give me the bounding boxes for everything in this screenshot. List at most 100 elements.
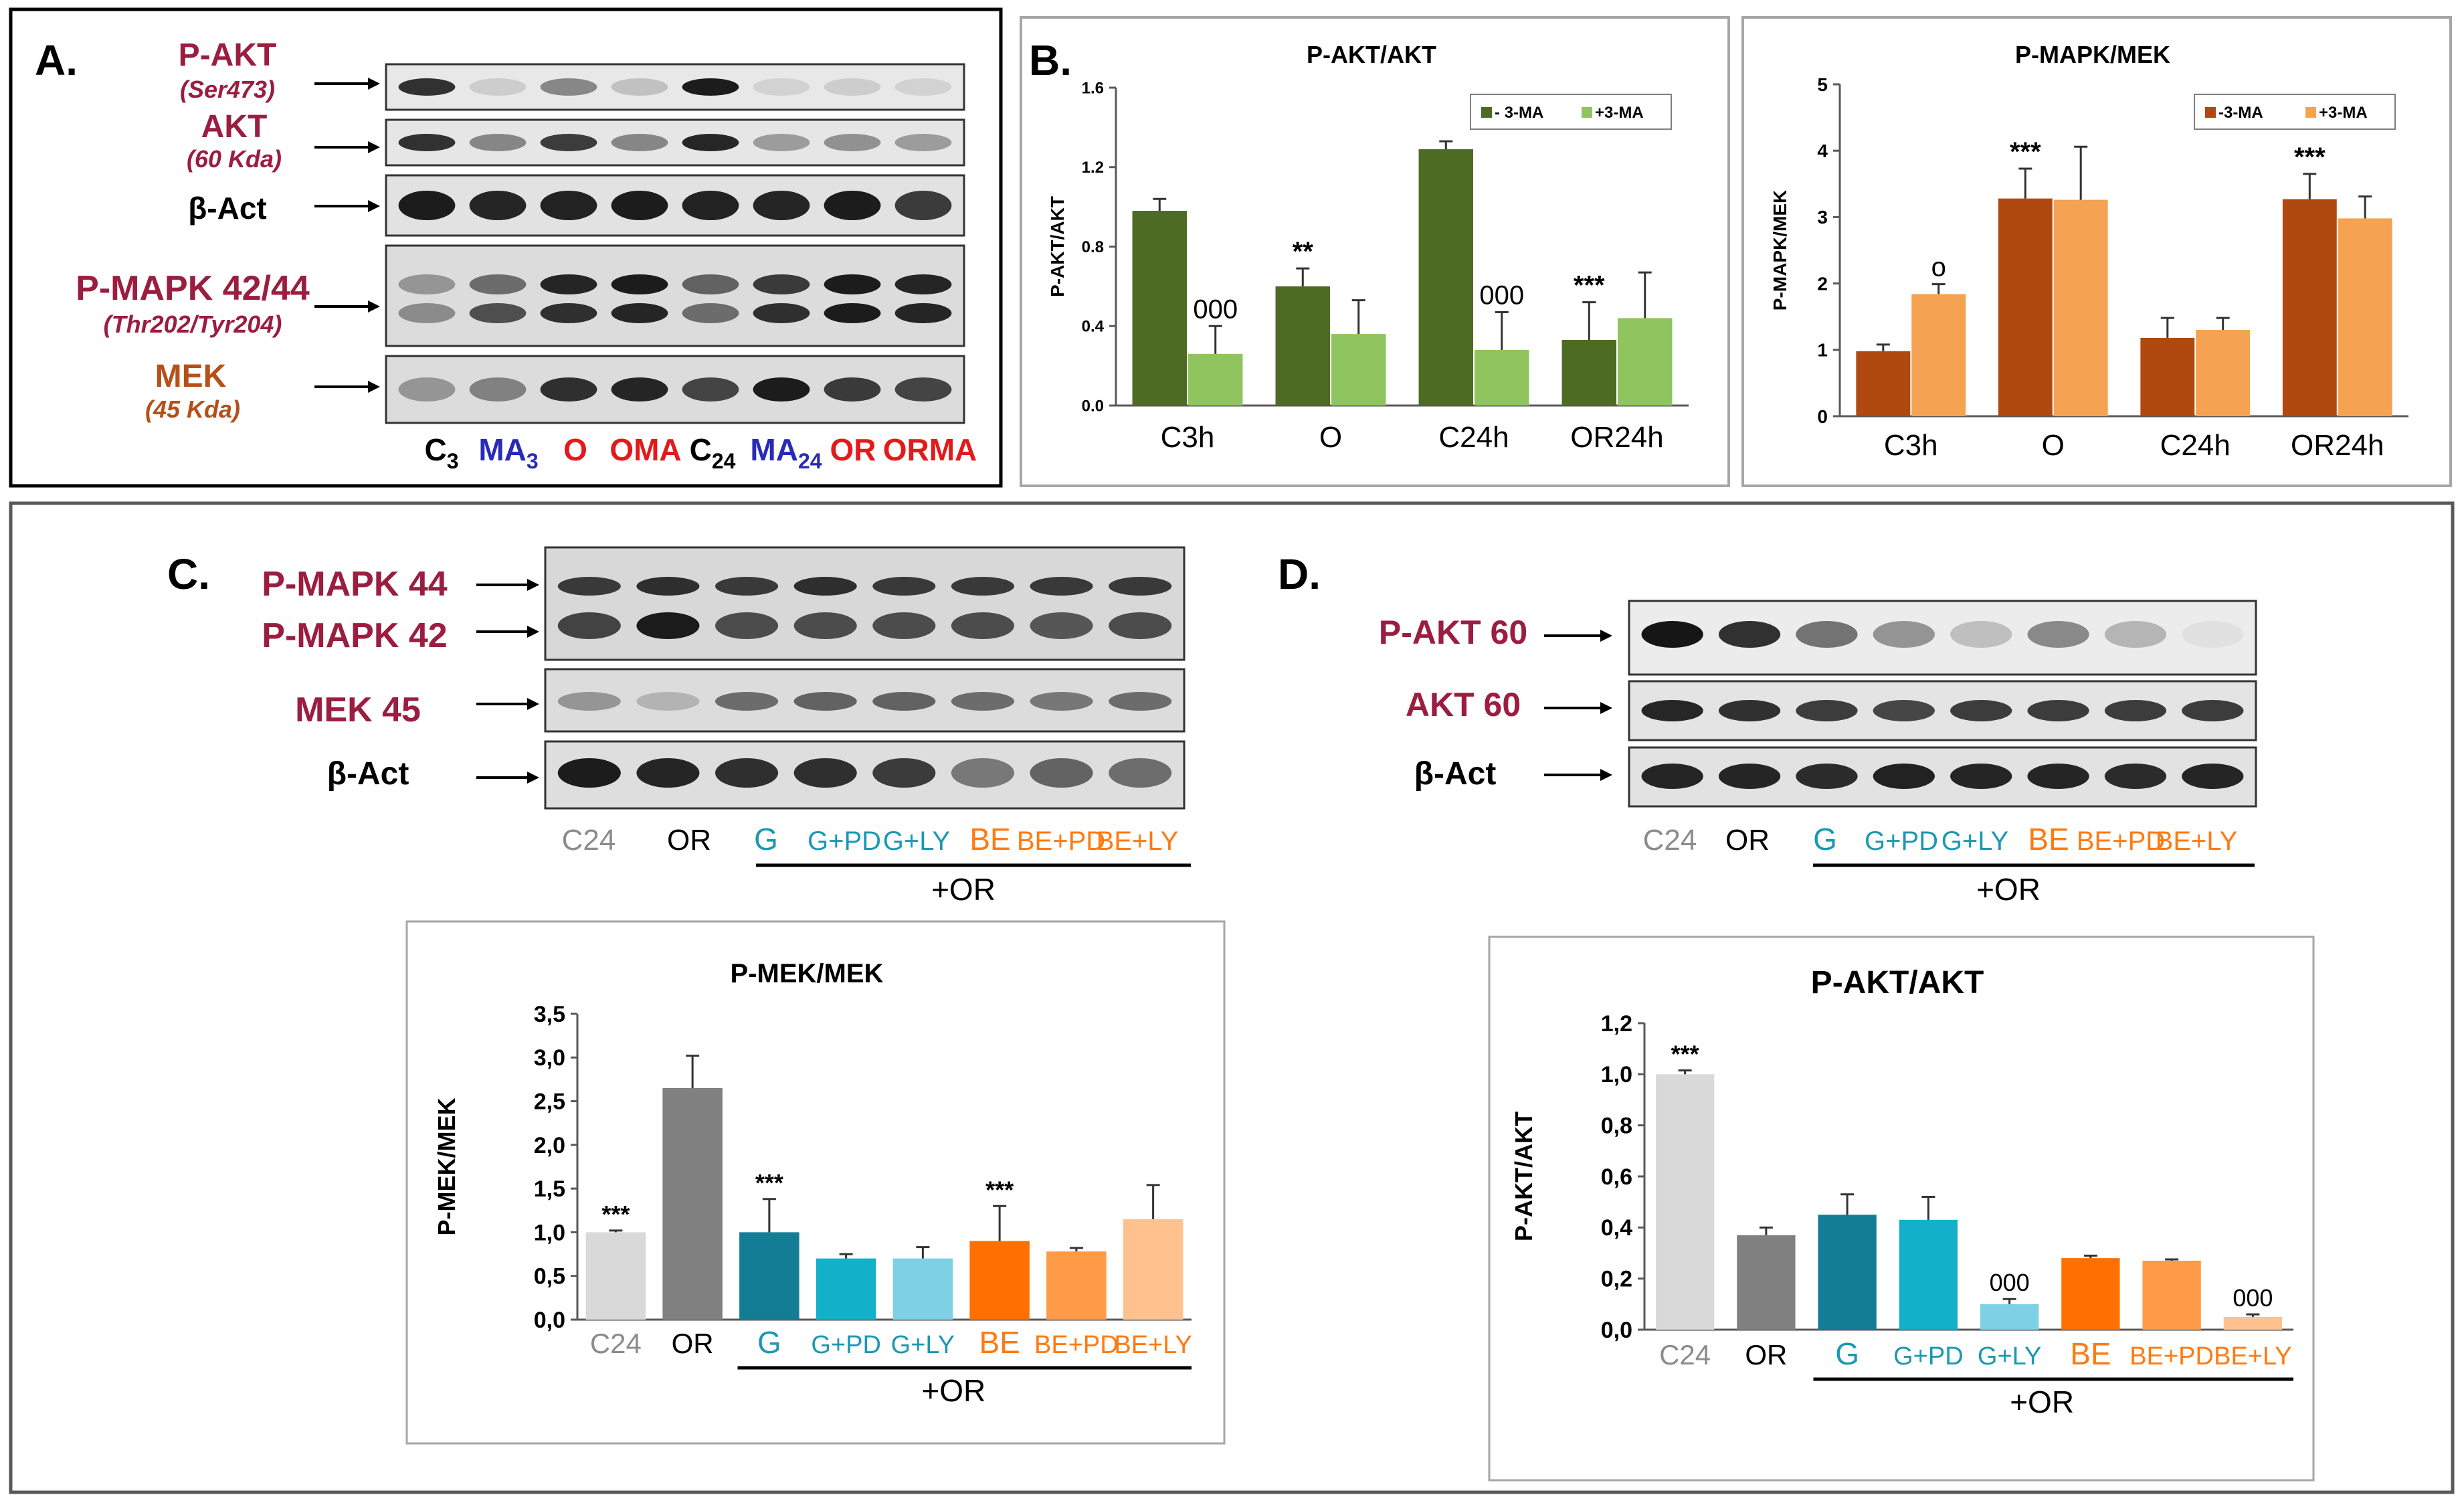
d-bact-band-6	[2104, 764, 2167, 789]
a-pmapk44-band-4	[682, 274, 739, 294]
d-blot-treatment-label: +OR	[1976, 872, 2041, 907]
panel-c-chart-frame	[405, 920, 1226, 1445]
chart-b1-legend-label-0: - 3-MA	[1495, 104, 1543, 122]
chart-b1-ytick-label-2: 0.8	[1082, 238, 1104, 256]
c-pmapk42-band-4	[872, 612, 936, 639]
c-blot-lane-2: G	[754, 822, 778, 857]
panel-c-arrows	[476, 579, 539, 784]
d-blot-lane-5: BE	[2028, 822, 2069, 857]
chart-c-ytick-label-3: 1,5	[534, 1176, 565, 1202]
d-akt-band-4	[1950, 700, 2012, 721]
d-pakt-band-2	[1796, 621, 1858, 648]
chart-c-ytick-label-2: 1,0	[534, 1220, 565, 1245]
chart-d-bar-5	[2061, 1258, 2120, 1330]
a-pmapk42-band-1	[469, 303, 527, 323]
akt60-label: AKT 60	[1406, 686, 1521, 723]
blot-a-pmapk	[385, 244, 965, 347]
a-lane-base-2: O	[563, 432, 587, 467]
chart-b1-legend-box	[1470, 94, 1672, 130]
chart-c-ytick-label-6: 3,0	[534, 1045, 565, 1071]
mek45-label: MEK 45	[295, 691, 421, 729]
c-arrow-mek-head	[527, 698, 539, 710]
a-lane-label-6: OR	[830, 432, 876, 467]
chart-b2-legend-label-0: -3-MA	[2218, 104, 2263, 122]
d-blot-lane-2: G	[1813, 822, 1837, 857]
a-lane-label-4: C24	[690, 432, 736, 473]
panel-d-chart-frame	[1488, 936, 2315, 1482]
c-bact-band-2	[715, 758, 779, 788]
pmapk44-label: P-MAPK 44	[262, 565, 447, 604]
pakt-label: P-AKT	[179, 37, 277, 73]
d-akt-band-1	[1718, 700, 1781, 721]
d-pakt-band-5	[2027, 621, 2089, 648]
mek-label: MEK	[155, 359, 227, 394]
chart-c-xtick-label-2: G	[757, 1325, 781, 1360]
a-pakt-band-1	[469, 78, 527, 96]
chart-b1-bar-s1-0	[1188, 353, 1243, 406]
c-bact-band-6	[1030, 758, 1093, 788]
a-lane-base-4: C	[690, 432, 712, 467]
chart-c-bar-2-annotation: ***	[755, 1169, 783, 1196]
chart-d-treatment-label: +OR	[2010, 1385, 2074, 1419]
c-pmapk42-band-3	[793, 612, 857, 639]
panel-a-arrows	[314, 78, 380, 393]
a-lane-base-0: C	[424, 432, 446, 467]
a-bact-band-7	[894, 191, 952, 220]
chart-c-title: P-MEK/MEK	[731, 959, 884, 988]
panel-c-labels: P-MAPK 44 P-MAPK 42 MEK 45 β-Act	[262, 565, 447, 792]
d-bact-band-5	[2027, 764, 2089, 789]
a-mek-band-7	[894, 377, 952, 402]
chart-b1-bar-s0-3-annotation: ***	[1574, 271, 1605, 300]
chart-b2-ytick-label-5: 5	[1817, 74, 1828, 95]
chart-d-bar-1	[1737, 1235, 1796, 1330]
chart-c-ytick-label-1: 0,5	[534, 1264, 565, 1290]
chart-b2-legend-box	[2194, 94, 2396, 130]
chart-b1-legend-swatch-0	[1481, 107, 1492, 118]
c-bact-band-0	[557, 758, 621, 788]
c-mek-band-7	[1109, 692, 1172, 711]
d-bact-band-4	[1950, 764, 2012, 789]
a-lane-base-3: OMA	[609, 432, 681, 467]
blot-a-akt	[385, 118, 965, 167]
a-lane-base-6: OR	[830, 432, 876, 467]
a-pmapk42-band-5	[753, 303, 810, 323]
c-bact-band-3	[793, 758, 857, 788]
c-pmapk44-band-1	[636, 577, 700, 596]
chart-b1-ytick-label-3: 1.2	[1082, 159, 1104, 177]
a-arrow-pmapk-head	[368, 300, 380, 313]
a-arrow-bact-head	[368, 200, 380, 212]
chart-b2-xtick-label-0: C3h	[1884, 429, 1938, 462]
c-pmapk44-band-0	[557, 577, 621, 596]
chart-b2-title: P-MAPK/MEK	[2015, 41, 2170, 68]
chart-c-treatment-label: +OR	[921, 1373, 985, 1408]
chart-c-ylabel: P-MEK/MEK	[433, 1098, 460, 1236]
chart-p-akt-akt-d: P-AKT/AKT P-AKT/AKT 0,0 0,2 0,4 0,6 0,8 1,0 1,2 *…	[1510, 965, 2293, 1419]
c-arrow-bact-head	[527, 772, 539, 784]
a-pakt-band-7	[894, 78, 952, 96]
bact-label-c: β-Act	[327, 756, 409, 792]
a-mek-band-5	[753, 377, 810, 402]
a-akt-band-2	[540, 134, 597, 151]
a-pmapk42-band-4	[682, 303, 739, 323]
panel-b-letter: B.	[1029, 36, 1072, 84]
chart-b2-xtick-label-2: C24h	[2160, 429, 2231, 462]
a-bact-band-1	[469, 191, 527, 220]
a-pmapk42-band-2	[540, 303, 597, 323]
chart-c-bar-0-annotation: ***	[601, 1201, 630, 1228]
a-lane-label-2: O	[563, 432, 587, 467]
chart-d-ytick-label-6: 1,2	[1601, 1011, 1632, 1037]
chart-c-xtick-label-4: G+LY	[891, 1331, 955, 1359]
a-lane-label-0: C3	[424, 432, 458, 473]
c-pmapk44-band-6	[1030, 577, 1093, 596]
a-akt-band-7	[894, 134, 952, 151]
a-pmapk44-band-7	[894, 274, 952, 294]
a-lane-label-1: MA3	[478, 432, 538, 473]
c-bact-band-7	[1109, 758, 1172, 788]
a-arrow-pakt-head	[368, 78, 380, 90]
c-bact-band-1	[636, 758, 700, 788]
chart-b1-xtick-label-2: C24h	[1438, 421, 1509, 454]
chart-b2-bar-s1-1	[2053, 199, 2108, 416]
d-arrow-pakt-head	[1600, 630, 1612, 642]
d-akt-band-0	[1641, 700, 1703, 721]
chart-d-ytick-label-1: 0,2	[1601, 1267, 1632, 1292]
